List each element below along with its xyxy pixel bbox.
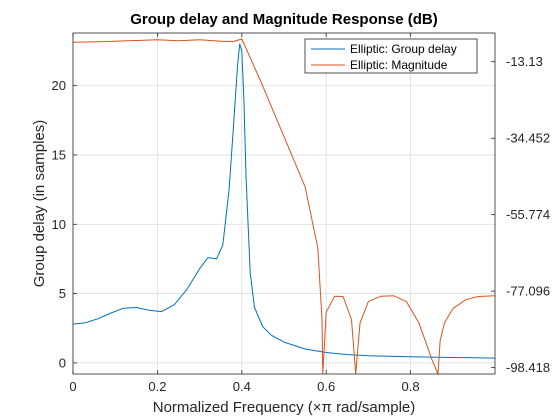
left-y-tick-label: 5 — [59, 286, 66, 301]
right-y-tick-label: -13.13 — [506, 54, 543, 69]
right-y-tick-label: -77.096 — [506, 284, 550, 299]
x-tick-label: 0.2 — [148, 379, 166, 394]
right-y-axis-ticks: -13.13 -34.452 -55.774 -77.096 -98.418 — [491, 54, 550, 375]
x-tick-label: 0 — [69, 379, 76, 394]
legend-box — [304, 38, 478, 74]
left-y-tick-label: 15 — [52, 147, 66, 162]
plot-area — [73, 33, 495, 374]
left-y-tick-label: 0 — [59, 355, 66, 370]
left-y-tick-label: 20 — [52, 78, 66, 93]
magnitude-line — [72, 38, 496, 375]
chart-title: Group delay and Magnitude Response (dB) — [130, 11, 438, 28]
right-y-tick-label: -55.774 — [506, 207, 550, 222]
legend-label-magnitude: Elliptic: Magnitude — [350, 58, 448, 72]
group-delay-line — [72, 43, 496, 359]
x-tick-label: 0.4 — [233, 379, 251, 394]
x-tick-label: 0.6 — [317, 379, 335, 394]
left-y-axis-label: Group delay (in samples) — [31, 120, 48, 288]
legend-label-group-delay: Elliptic: Group delay — [350, 42, 457, 56]
right-y-tick-label: -98.418 — [506, 360, 550, 375]
plot-frame — [72, 32, 496, 375]
data-lines — [72, 38, 496, 375]
left-y-tick-label: 10 — [52, 217, 66, 232]
grid — [72, 33, 495, 374]
x-axis-ticks: 0 0.2 0.4 0.6 0.8 — [69, 33, 420, 394]
x-axis-label: Normalized Frequency (×π rad/sample) — [153, 399, 416, 416]
left-y-axis-ticks: 0 5 10 15 20 — [52, 78, 77, 370]
x-tick-label: 0.8 — [402, 379, 420, 394]
legend: Elliptic: Group delay Elliptic: Magnitud… — [304, 38, 478, 74]
right-y-tick-label: -34.452 — [506, 131, 550, 146]
